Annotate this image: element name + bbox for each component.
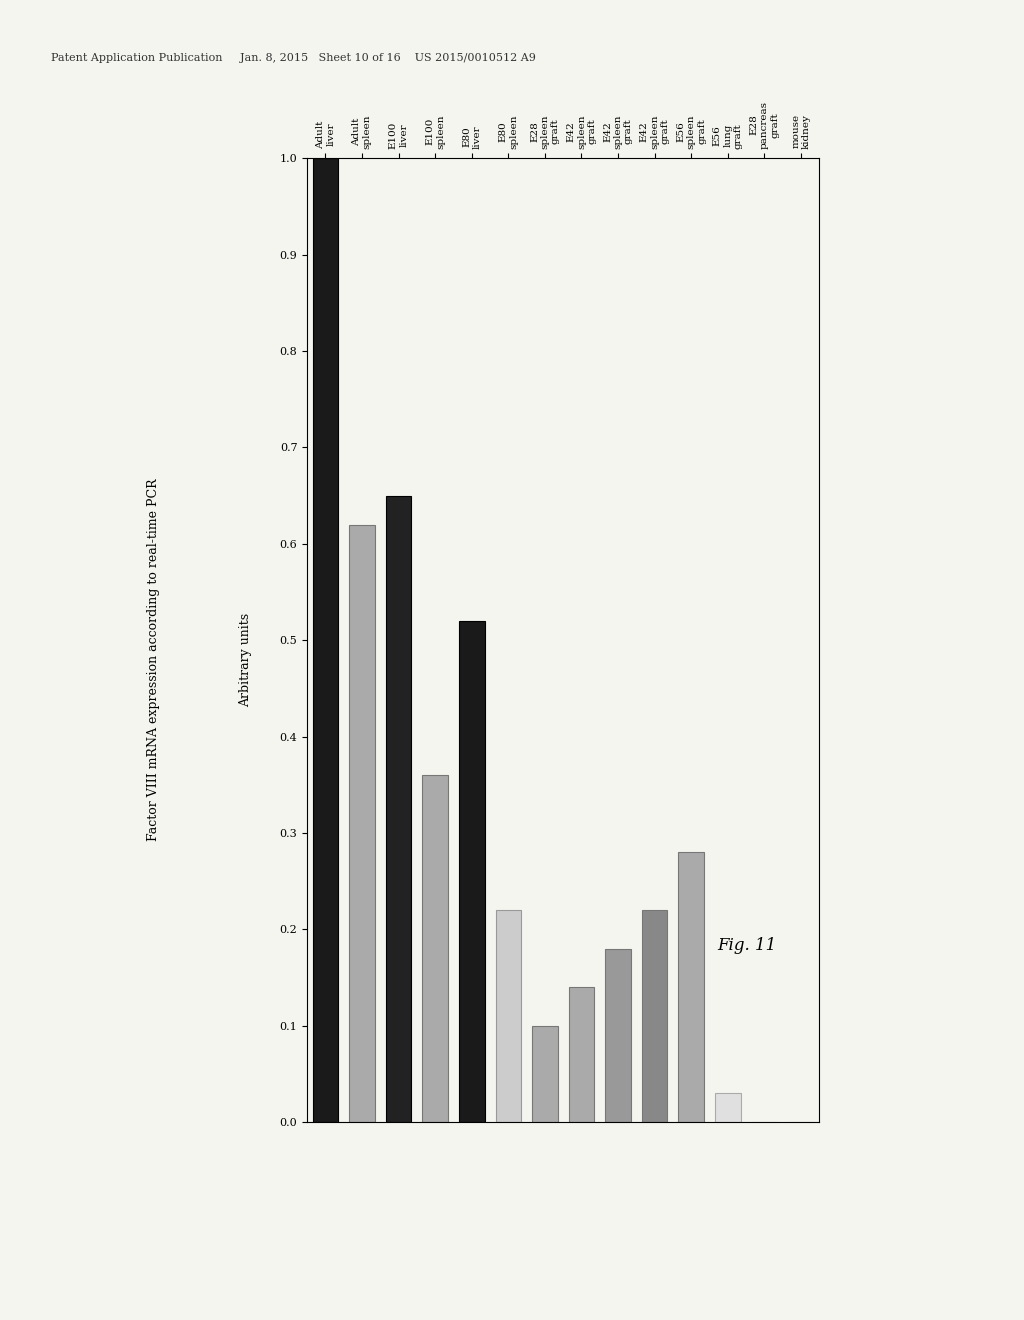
- Bar: [568, 987, 594, 1122]
- Bar: [312, 158, 338, 1122]
- Bar: [459, 620, 484, 1122]
- Text: Factor VIII mRNA expression according to real-time PCR: Factor VIII mRNA expression according to…: [147, 479, 160, 841]
- Bar: [715, 1093, 740, 1122]
- Bar: [678, 853, 705, 1122]
- Text: Patent Application Publication     Jan. 8, 2015   Sheet 10 of 16    US 2015/0010: Patent Application Publication Jan. 8, 2…: [51, 53, 537, 63]
- Bar: [349, 524, 375, 1122]
- Bar: [532, 1026, 558, 1122]
- Bar: [642, 909, 668, 1122]
- Bar: [386, 496, 412, 1122]
- Bar: [605, 949, 631, 1122]
- Bar: [422, 775, 447, 1122]
- Text: Arbitrary units: Arbitrary units: [240, 612, 252, 708]
- Bar: [496, 909, 521, 1122]
- Text: Fig. 11: Fig. 11: [717, 937, 776, 954]
